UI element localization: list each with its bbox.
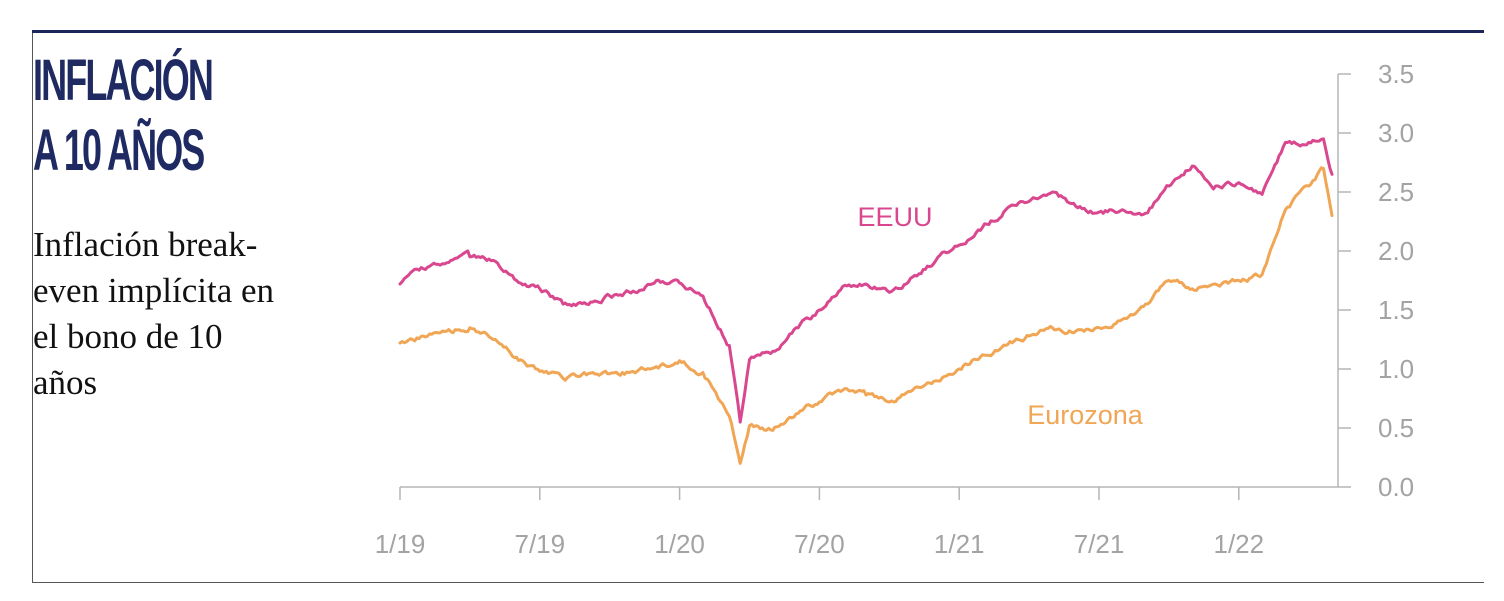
chart-axes: 0.0 0.5 1.0 1.5 2.0 2.5 3.0 3.5 1/19 7/19 1/20 7/20… [375,59,1414,559]
y-tick-label: 2.0 [1378,236,1414,266]
y-tick-label: 3.5 [1378,59,1414,89]
series-label-eeuu: EEUU [857,202,932,232]
chart-headline: INFLACIÓN A 10 AÑOS [33,46,214,186]
x-tick-label: 1/20 [654,529,705,559]
series-line-eeuu [398,137,1334,424]
x-tick-label: 1/21 [934,529,985,559]
y-tick-label: 0.0 [1378,472,1414,502]
series-labels: EEUU Eurozona [857,202,1143,430]
series-label-eurozona: Eurozona [1027,400,1144,430]
top-rule [32,30,1484,33]
y-tick-label: 2.5 [1378,177,1414,207]
left-rule [32,33,33,582]
headline-line-1: INFLACIÓN [33,48,214,113]
x-tick-label: 1/22 [1213,529,1264,559]
x-tick-label: 7/19 [514,529,565,559]
series-line-eurozona [398,166,1334,465]
x-tick-label: 1/19 [375,529,426,559]
y-tick-label: 3.0 [1378,118,1414,148]
chart-subtitle: Inflación break-even implícita en el bon… [33,225,275,402]
y-tick-label: 0.5 [1378,413,1414,443]
bottom-rule [32,582,1484,583]
headline-line-2: A 10 AÑOS [33,118,205,183]
y-tick-label: 1.0 [1378,354,1414,384]
series-layer [398,137,1334,465]
x-tick-label: 7/20 [794,529,845,559]
x-tick-label: 7/21 [1074,529,1125,559]
y-tick-label: 1.5 [1378,295,1414,325]
